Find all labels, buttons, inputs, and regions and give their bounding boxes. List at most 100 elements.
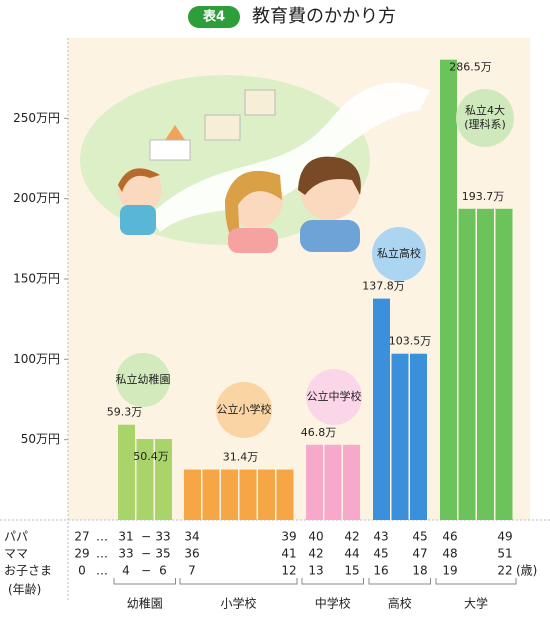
age-cell: 35 [155, 547, 170, 561]
age-cell: 45 [373, 547, 388, 561]
bar [258, 469, 275, 520]
age-row-label: パパ [4, 530, 28, 544]
y-tick-label: 150万円 [13, 272, 60, 286]
age-cell: 40 [308, 530, 323, 544]
bubble-label: 公立中学校 [307, 389, 362, 403]
bar [477, 208, 494, 520]
value-label: 31.4万 [223, 451, 259, 464]
bar [184, 469, 201, 520]
bar [391, 353, 409, 520]
bubble-label: (理科系) [464, 117, 506, 131]
age-cell: 42 [344, 530, 359, 544]
age-row-label: お子さま [4, 564, 52, 578]
age-cell: 39 [281, 530, 296, 544]
age-cell: 6 [159, 564, 167, 578]
bar [239, 469, 257, 520]
age-cell: 34 [184, 530, 199, 544]
group-bracket [435, 578, 517, 585]
age-cell: 45 [412, 530, 427, 544]
group-label: 高校 [388, 596, 412, 611]
value-label: 103.5万 [389, 335, 432, 348]
bar [373, 298, 390, 520]
bubble [372, 227, 426, 281]
group-label: 小学校 [220, 596, 256, 611]
value-label: 137.8万 [362, 280, 405, 293]
y-tick-label: 100万円 [13, 352, 60, 366]
age-cell: 43 [373, 530, 388, 544]
bar [118, 424, 135, 520]
bar [343, 444, 360, 520]
age-unit: (歳) [516, 564, 537, 578]
chart-title: 教育費のかかり方 [252, 6, 396, 27]
bar [440, 59, 457, 520]
age-cell: 33 [155, 530, 170, 544]
age-cell: 36 [184, 547, 199, 561]
age-caption: (年齢) [8, 582, 41, 597]
age-cell: 27 [74, 530, 89, 544]
age-cell: 42 [308, 547, 323, 561]
group-bracket [368, 578, 431, 585]
bubble-label: 公立小学校 [217, 402, 272, 416]
bar [324, 444, 342, 520]
group-label: 幼稚園 [127, 597, 163, 611]
value-label: 286.5万 [449, 61, 492, 74]
value-label: 59.3万 [107, 406, 143, 419]
y-tick-label: 50万円 [21, 432, 60, 446]
bar [221, 469, 238, 520]
age-cell: 49 [497, 530, 512, 544]
group-bracket [113, 578, 176, 585]
y-tick-label: 200万円 [13, 191, 60, 205]
age-cell: 13 [308, 564, 323, 578]
age-cell: 46 [442, 530, 457, 544]
age-cell: 31 [118, 530, 133, 544]
y-tick-label: 250万円 [13, 111, 60, 125]
bar [495, 208, 513, 520]
value-label: 46.8万 [301, 426, 337, 439]
age-cell: − [141, 530, 151, 544]
age-cell: 15 [344, 564, 359, 578]
age-cell: … [96, 530, 108, 544]
age-cell: 47 [412, 547, 427, 561]
bar [458, 208, 476, 520]
bubble [306, 369, 362, 425]
bar [155, 439, 172, 520]
bar [202, 469, 220, 520]
value-label: 193.7万 [462, 190, 505, 203]
value-label: 50.4万 [133, 450, 169, 463]
age-cell: 16 [373, 564, 388, 578]
age-cell: 51 [497, 547, 512, 561]
bubble [216, 382, 272, 438]
age-cell: 4 [122, 564, 130, 578]
badge [188, 6, 240, 28]
age-cell: 18 [412, 564, 427, 578]
age-row-label: ママ [4, 547, 28, 561]
group-bracket [179, 578, 298, 585]
age-cell: 44 [344, 547, 359, 561]
age-cell: − [141, 564, 151, 578]
bubble-label: 私立4大 [465, 103, 505, 117]
age-cell: 48 [442, 547, 457, 561]
illustration [80, 75, 430, 253]
age-cell: 19 [442, 564, 457, 578]
bubble-label: 私立幼稚園 [116, 372, 171, 386]
group-label: 大学 [464, 596, 488, 611]
age-cell: 0 [78, 564, 86, 578]
bar [410, 353, 427, 520]
bar [276, 469, 294, 520]
age-cell: 33 [118, 547, 133, 561]
bubble-label: 私立高校 [377, 246, 421, 260]
age-cell: 7 [188, 564, 196, 578]
age-cell: 12 [281, 564, 296, 578]
bar [136, 439, 154, 520]
age-cell: − [141, 547, 151, 561]
group-bracket [301, 578, 364, 585]
age-cell: 22 [497, 564, 512, 578]
badge-label: 表4 [202, 9, 225, 25]
group-label: 中学校 [315, 596, 351, 611]
age-cell: 41 [281, 547, 296, 561]
bubble [116, 353, 170, 407]
age-cell: 29 [74, 547, 89, 561]
age-cell: … [96, 547, 108, 561]
age-cell: … [96, 564, 108, 578]
